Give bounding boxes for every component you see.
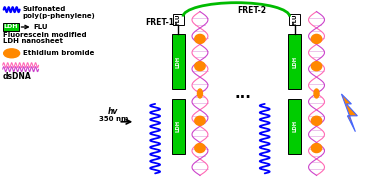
Text: dsDNA: dsDNA [3, 72, 31, 81]
Ellipse shape [195, 144, 205, 153]
Bar [288, 99, 301, 153]
Text: Ethidium bromide: Ethidium bromide [23, 50, 94, 56]
Text: FLU: FLU [34, 24, 48, 30]
Bar [288, 34, 301, 89]
Ellipse shape [4, 49, 20, 58]
Ellipse shape [311, 34, 322, 43]
Ellipse shape [311, 144, 322, 153]
Text: ...: ... [234, 86, 251, 102]
Ellipse shape [195, 34, 205, 43]
Text: hv: hv [108, 107, 118, 116]
Ellipse shape [195, 116, 205, 125]
FancyBboxPatch shape [289, 14, 300, 24]
Ellipse shape [197, 89, 203, 98]
Text: Sulfonated: Sulfonated [23, 6, 66, 12]
Ellipse shape [195, 62, 205, 71]
Text: LDH nanosheet: LDH nanosheet [3, 38, 63, 44]
Polygon shape [341, 94, 357, 132]
Ellipse shape [311, 62, 322, 71]
Bar [172, 34, 184, 89]
Text: 350 nm: 350 nm [99, 116, 128, 122]
Text: FRET-2: FRET-2 [237, 6, 266, 15]
Text: FRET-1: FRET-1 [146, 18, 175, 27]
Text: LDH: LDH [175, 56, 181, 68]
Bar [172, 99, 184, 153]
Ellipse shape [311, 116, 322, 125]
Text: poly(p-phenylene): poly(p-phenylene) [23, 13, 95, 19]
Text: LDH: LDH [292, 120, 297, 132]
Bar [3, 22, 19, 31]
Text: LDH: LDH [3, 24, 18, 29]
Text: LDH: LDH [292, 56, 297, 68]
Text: Fluorescein modified: Fluorescein modified [3, 32, 86, 38]
Ellipse shape [314, 89, 319, 98]
FancyBboxPatch shape [173, 14, 184, 24]
Text: LDH: LDH [175, 120, 181, 132]
Text: FLU: FLU [292, 13, 297, 25]
Text: FLU: FLU [175, 13, 181, 25]
